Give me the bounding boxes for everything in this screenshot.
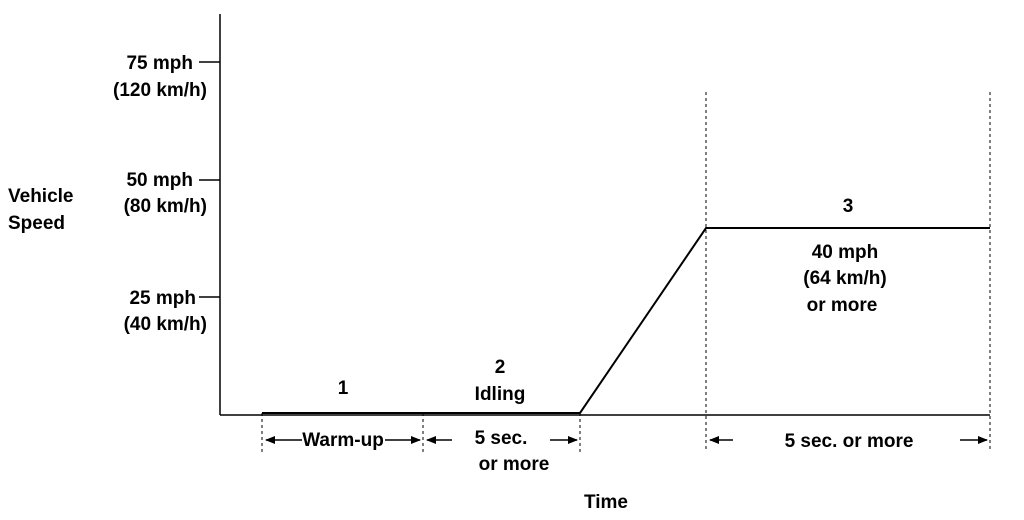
y-tick-label-75-mph: 75 mph bbox=[126, 53, 193, 74]
phase3-speed-line1: 40 mph bbox=[812, 242, 879, 263]
phase1-number: 1 bbox=[338, 378, 349, 399]
phase2-idling-label: Idling bbox=[475, 384, 526, 405]
phase3-speed-line2: (64 km/h) bbox=[803, 268, 886, 289]
phase3-speed-line3: or more bbox=[807, 295, 878, 316]
y-tick-label-75-kmh: (120 km/h) bbox=[113, 80, 207, 101]
phase1-duration-label: Warm-up bbox=[302, 430, 384, 451]
y-tick-label-50-mph: 50 mph bbox=[126, 170, 193, 191]
phase3-number: 3 bbox=[843, 196, 854, 217]
y-tick-label-25-mph: 25 mph bbox=[129, 288, 196, 309]
speed-profile-line bbox=[262, 227, 990, 414]
phase2-duration-line2: or more bbox=[479, 454, 550, 475]
x-axis-label-time: Time bbox=[584, 492, 628, 513]
y-tick-label-25-kmh: (40 km/h) bbox=[124, 314, 207, 335]
y-axis-label-speed: Speed bbox=[8, 213, 65, 234]
y-tick-label-50-kmh: (80 km/h) bbox=[124, 196, 207, 217]
phase3-duration-label: 5 sec. or more bbox=[785, 431, 914, 452]
phase2-duration-line1: 5 sec. bbox=[475, 428, 528, 449]
y-axis-label-vehicle: Vehicle bbox=[8, 186, 74, 207]
phase2-number: 2 bbox=[495, 357, 506, 378]
